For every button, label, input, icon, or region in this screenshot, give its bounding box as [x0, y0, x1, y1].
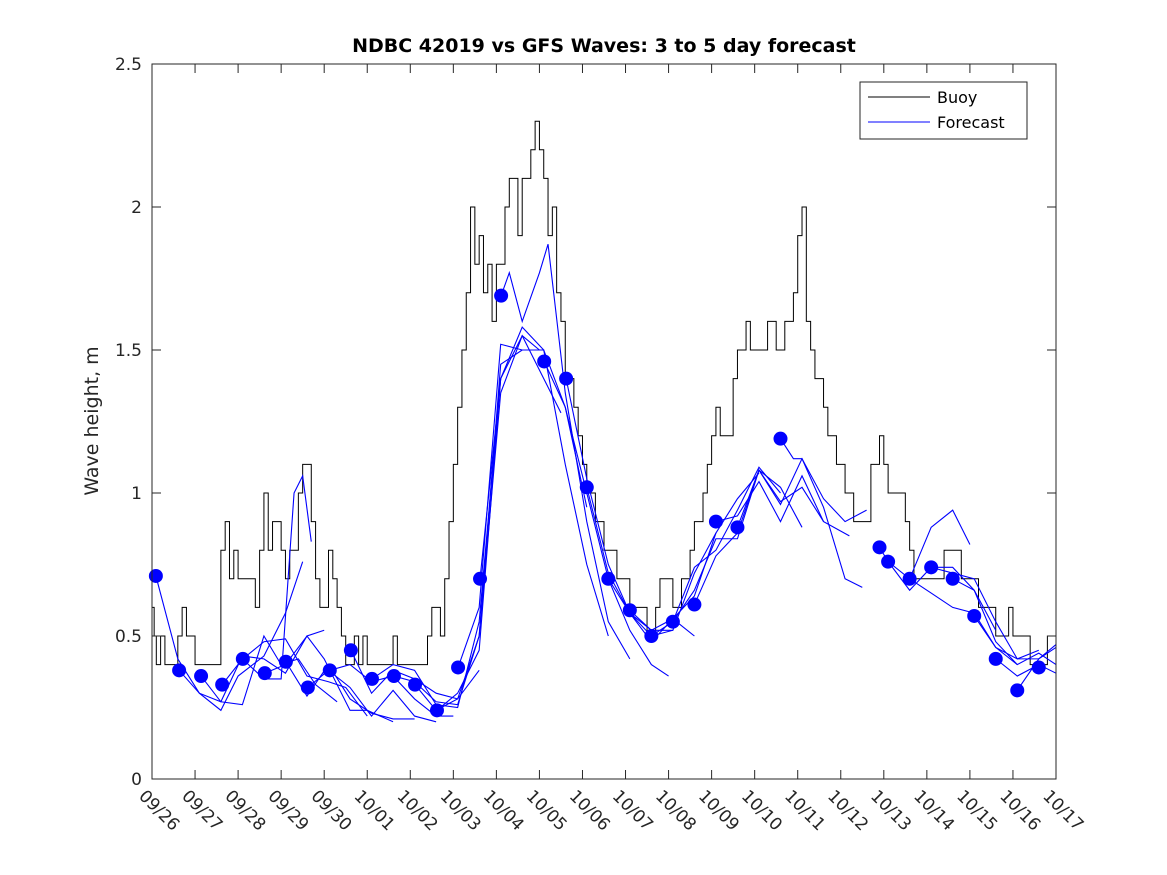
forecast-run-line [178, 629, 325, 703]
forecast-marker [579, 480, 594, 495]
forecast-run-line [887, 561, 997, 631]
forecast-run-line [479, 326, 609, 637]
forecast-marker [494, 288, 509, 303]
y-tick-label: 1 [131, 484, 142, 504]
forecast-run-line [909, 578, 1018, 666]
plot-background [152, 64, 1056, 779]
buoy-line [152, 120, 1057, 666]
legend-buoy-label: Buoy [937, 88, 977, 107]
y-tick-label: 0.5 [115, 627, 142, 647]
forecast-marker [408, 677, 423, 692]
forecast-run-line [780, 438, 863, 588]
forecast-marker [537, 354, 552, 369]
plot-area [148, 64, 1057, 779]
forecast-marker [1031, 660, 1046, 675]
forecast-marker [429, 703, 444, 718]
forecast-marker [730, 520, 745, 535]
forecast-marker [924, 560, 939, 575]
y-tick-label: 0 [131, 770, 142, 790]
forecast-marker [967, 608, 982, 623]
forecast-run-line [995, 658, 1057, 677]
forecast-marker [343, 643, 358, 658]
chart-title: NDBC 42019 vs GFS Waves: 3 to 5 day fore… [352, 35, 856, 57]
forecast-run-line [931, 566, 1039, 660]
forecast-run-line [200, 634, 338, 706]
forecast-marker [665, 614, 680, 629]
forecast-run-line [1016, 644, 1057, 691]
forecast-marker [687, 597, 702, 612]
forecast-marker [708, 514, 723, 529]
buoy-series [152, 120, 1057, 666]
forecast-marker [215, 677, 230, 692]
forecast-marker [194, 669, 209, 684]
forecast-marker [257, 666, 272, 681]
forecast-marker [881, 554, 896, 569]
forecast-marker [364, 671, 379, 686]
axes-box [151, 63, 1057, 780]
legend: Buoy Forecast [859, 81, 1028, 140]
forecast-run-line [973, 615, 1057, 660]
forecast-marker [473, 571, 488, 586]
forecast-marker [902, 571, 917, 586]
y-tick-label: 2.5 [115, 55, 142, 75]
legend-box [859, 81, 1028, 140]
forecast-marker [601, 571, 616, 586]
forecast-marker [278, 654, 293, 669]
forecast-marker [945, 571, 960, 586]
forecast-marker [300, 680, 315, 695]
forecast-marker [773, 431, 788, 446]
y-axis-label: Wave height, m [81, 346, 103, 495]
forecast-marker [322, 663, 337, 678]
forecast-run-line [500, 244, 631, 660]
y-tick-label: 2 [131, 198, 142, 218]
forecast-marker [172, 663, 187, 678]
y-axis-ticks: 0 0.5 1 1.5 2 2.5 [115, 55, 1056, 790]
y-tick-label: 1.5 [115, 341, 142, 361]
forecast-run-line [242, 638, 368, 717]
forecast-marker [622, 603, 637, 618]
forecast-marker [988, 651, 1003, 666]
forecast-marker [559, 371, 574, 386]
forecast-marker [386, 669, 401, 684]
forecast-run-line [285, 661, 415, 720]
forecast-marker [235, 651, 250, 666]
forecast-marker [644, 629, 659, 643]
forecast-marker [451, 660, 466, 675]
forecast-marker [872, 540, 887, 555]
forecast-run-line [715, 474, 850, 537]
legend-forecast-label: Forecast [937, 113, 1005, 132]
forecast-run-line [672, 469, 803, 623]
forecast-markers [148, 288, 1046, 718]
forecast-marker [148, 568, 163, 583]
forecast-marker [1010, 683, 1025, 698]
